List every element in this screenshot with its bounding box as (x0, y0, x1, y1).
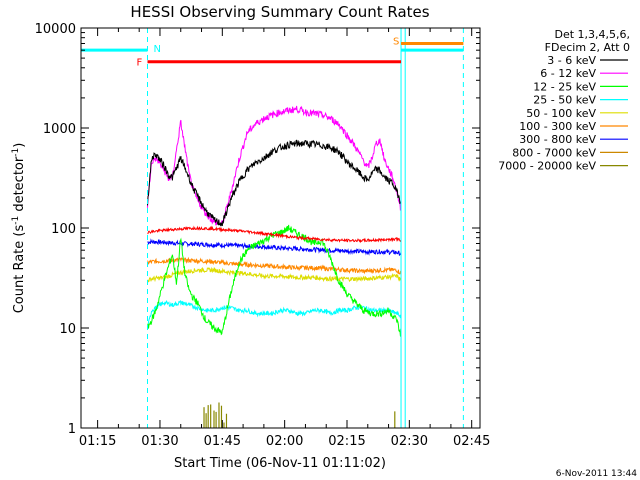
legend-label-5: 100 - 300 keV (519, 120, 596, 133)
legend-label-7: 800 - 7000 keV (512, 146, 596, 159)
series-line-4 (147, 266, 402, 283)
legend-label-2: 12 - 25 keV (533, 80, 596, 93)
x-tick-label: 01:45 (204, 434, 241, 449)
flag-label-s: S (393, 36, 399, 47)
series-line-red (147, 225, 402, 244)
legend-label-6: 300 - 800 keV (519, 133, 596, 146)
y-tick-label: 1000 (43, 122, 76, 137)
x-tick-label: 01:15 (79, 434, 116, 449)
x-tick-label: 02:00 (266, 434, 303, 449)
legend-label-8: 7000 - 20000 keV (498, 160, 596, 173)
series-line-0 (147, 139, 402, 227)
series-line-2 (147, 224, 402, 338)
y-tick-label: 10 (59, 322, 76, 337)
x-tick-label: 02:45 (453, 434, 490, 449)
plot-frame (80, 27, 481, 429)
x-tick-label: 01:30 (141, 434, 178, 449)
legend: Det 1,3,4,5,6, FDecim 2, Att 0 3 - 6 keV… (498, 28, 630, 173)
series-layer (147, 105, 402, 338)
x-tick-label: 02:30 (391, 434, 428, 449)
flag-label-n: N (154, 44, 161, 55)
series-line-6 (147, 238, 402, 256)
legend-header-line-1: Det 1,3,4,5,6, (554, 28, 630, 41)
series-line-5 (147, 256, 402, 275)
x-tick-label: 02:15 (328, 434, 365, 449)
footer-date: 6-Nov-2011 13:44 (556, 469, 638, 479)
y-tick-label: 10000 (35, 22, 76, 37)
svg-text:Count Rate (s-1 detector-1): Count Rate (s-1 detector-1) (11, 143, 27, 314)
y-tick-label: 1 (68, 422, 76, 437)
legend-label-3: 25 - 50 keV (533, 94, 596, 107)
flag-layer: NF S (81, 28, 464, 428)
axis-layer: 1 10 100 1000 10000 01:15 01:30 01:45 02:00 02:15… (35, 22, 491, 449)
flag-label-f: F (137, 58, 143, 69)
chart-title: HESSI Observing Summary Count Rates (130, 3, 429, 21)
x-axis-label: Start Time (06-Nov-11 01:11:02) (174, 456, 386, 471)
y-axis-label: Count Rate (s-1 detector-1) (11, 143, 27, 314)
series-line-1 (147, 105, 402, 226)
legend-label-0: 3 - 6 keV (547, 54, 596, 67)
legend-label-4: 50 - 100 keV (526, 107, 596, 120)
legend-header-line-2: FDecim 2, Att 0 (545, 41, 630, 54)
legend-label-1: 6 - 12 keV (540, 67, 596, 80)
y-tick-label: 100 (51, 222, 76, 237)
series-line-3 (147, 299, 402, 329)
